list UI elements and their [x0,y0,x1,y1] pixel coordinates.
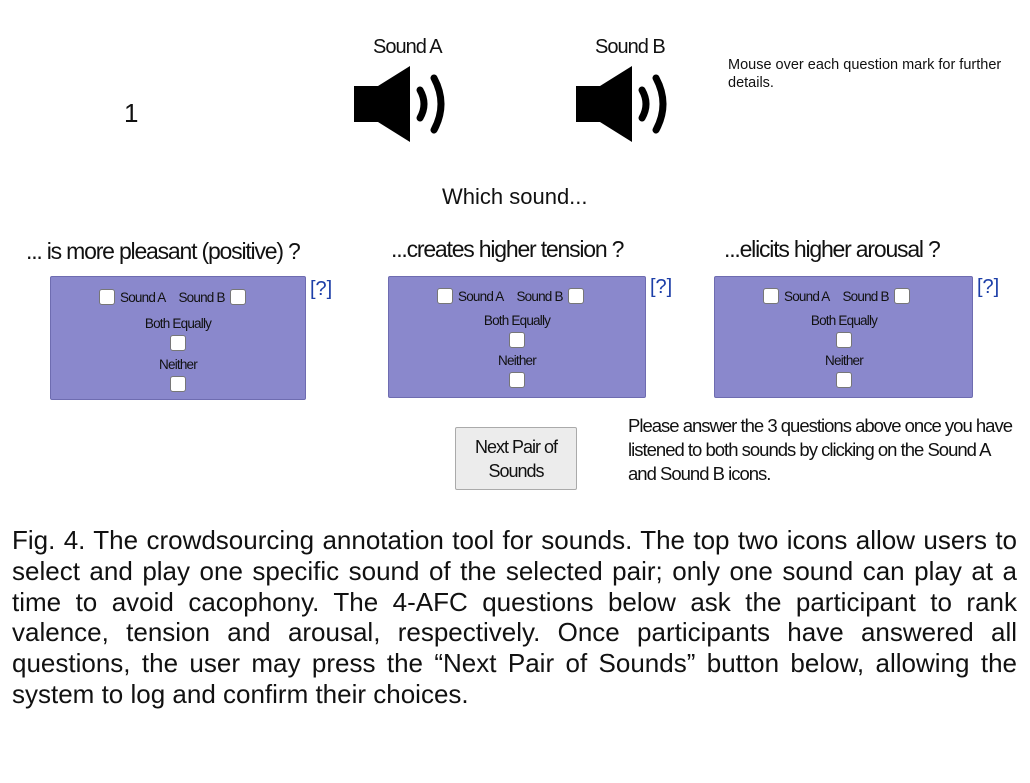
question-3-box: Sound A Sound B Both Equally Neither [714,276,973,398]
pair-counter: 1 [124,98,139,128]
question-2-sound-b-checkbox[interactable] [567,288,584,304]
question-3-ab-row: Sound A Sound B [763,288,910,304]
question-2-both-checkbox[interactable] [509,332,525,348]
question-1-both-label: Both Equally [144,316,212,331]
question-3-help-link[interactable]: [?] [977,276,1000,298]
question-1-sound-b-label: Sound B [178,289,225,305]
question-1-sound-a-checkbox[interactable] [99,289,115,305]
question-3-both-option: Both Equally [784,313,904,348]
question-1-box: Sound A Sound B Both Equally Neither [50,276,306,400]
question-1-help-link[interactable]: [?] [310,278,333,300]
question-3-both-label: Both Equally [810,313,878,328]
figure-caption: Fig. 4. The crowdsourcing annotation too… [12,525,1017,709]
question-2-help-link[interactable]: [?] [650,276,673,298]
hint-text: Mouse over each question mark for furthe… [728,57,1002,91]
question-2-sound-a-label: Sound A [458,288,504,304]
question-1-neither-option: Neither [118,357,238,392]
question-3-neither-checkbox[interactable] [836,372,852,388]
instructions-text: Please answer the 3 questions above once… [628,415,1013,484]
question-3-both-checkbox[interactable] [836,332,852,348]
question-2-neither-label: Neither [498,353,537,368]
question-2-neither-checkbox[interactable] [509,372,525,388]
question-2-ab-row: Sound A Sound B [437,288,584,304]
question-1-sound-a-label: Sound A [120,289,166,305]
question-2-title: ...creates higher tension ? [391,236,624,262]
question-1-title: ... is more pleasant (positive) ? [26,238,301,264]
question-1-neither-label: Neither [159,357,198,372]
sound-a-speaker-icon[interactable] [352,66,470,142]
question-2-box: Sound A Sound B Both Equally Neither [388,276,646,398]
question-2-both-option: Both Equally [457,313,577,348]
question-1-both-option: Both Equally [118,316,238,351]
question-2-both-label: Both Equally [483,313,551,328]
next-pair-button[interactable]: Next Pair of Sounds [455,427,577,490]
question-3-neither-label: Neither [825,353,864,368]
question-3-title: ...elicits higher arousal ? [724,236,941,262]
question-3-neither-option: Neither [784,353,904,388]
question-3-sound-a-label: Sound A [784,288,830,304]
sound-b-label: Sound B [595,36,666,58]
question-3-sound-a-checkbox[interactable] [763,288,779,304]
question-3-sound-b-label: Sound B [842,288,889,304]
question-prompt: Which sound... [442,184,588,209]
question-1-both-checkbox[interactable] [170,335,186,351]
question-1-sound-b-checkbox[interactable] [229,289,246,305]
question-2-sound-a-checkbox[interactable] [437,288,453,304]
sound-a-label: Sound A [373,36,443,58]
question-3-sound-b-checkbox[interactable] [893,288,910,304]
question-1-neither-checkbox[interactable] [170,376,186,392]
sound-b-speaker-icon[interactable] [574,66,692,142]
question-2-neither-option: Neither [457,353,577,388]
question-2-sound-b-label: Sound B [516,288,563,304]
question-1-ab-row: Sound A Sound B [99,289,246,305]
